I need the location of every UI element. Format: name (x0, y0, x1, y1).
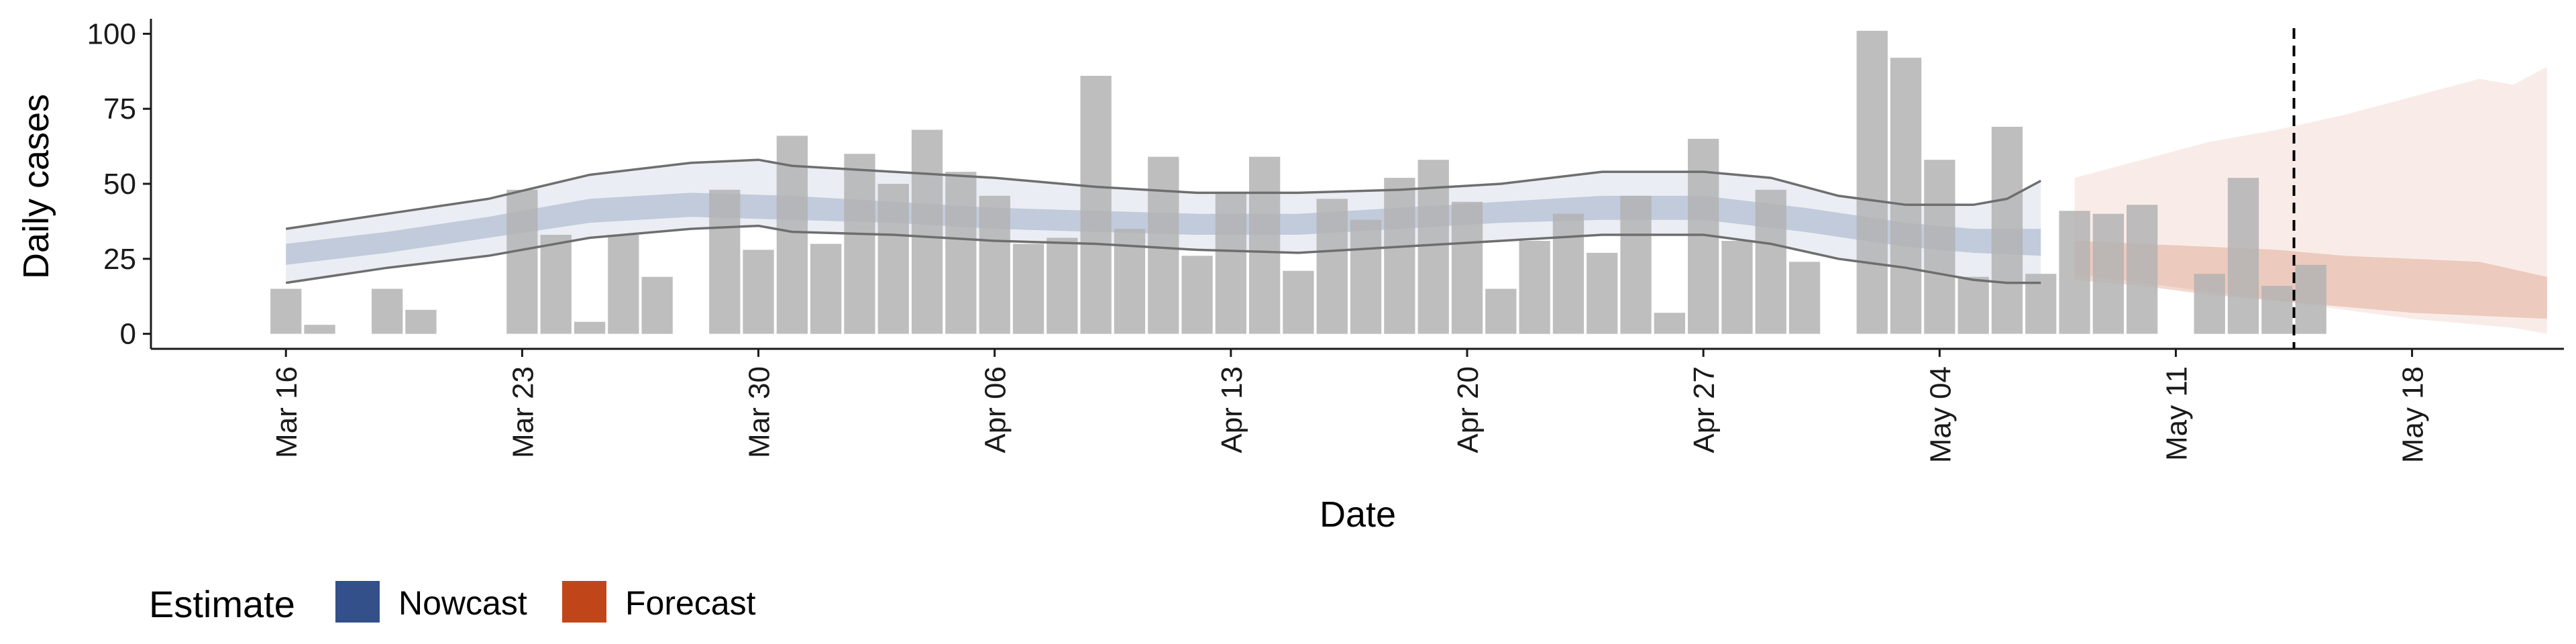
bar-16 (945, 172, 977, 334)
legend-swatch-nowcast (335, 581, 380, 623)
nowcast-upper-line (285, 158, 2042, 230)
bar-7 (608, 235, 639, 334)
bar-55 (2295, 264, 2326, 334)
bar-37 (1654, 313, 1685, 334)
bar-19 (1046, 237, 1078, 334)
bar-1 (304, 325, 335, 334)
bar-40 (1755, 189, 1786, 334)
y-tick-label-2: 50 (103, 168, 136, 201)
bar-15 (911, 129, 943, 334)
bar-13 (844, 154, 875, 334)
bar-26 (1283, 270, 1314, 334)
bar-11 (776, 136, 808, 334)
x-tick-label-9: May 18 (2397, 366, 2430, 463)
bar-42 (1856, 30, 1888, 334)
bar-41 (1788, 262, 1821, 334)
legend-title: Estimate (149, 583, 295, 625)
bar-2 (372, 288, 403, 334)
bar-5 (540, 235, 572, 334)
bar-10 (743, 250, 774, 334)
y-axis-title: Daily cases (16, 94, 56, 279)
bar-24 (1215, 193, 1246, 334)
legend-label-nowcast: Nowcast (398, 584, 527, 622)
bar-35 (1587, 252, 1618, 334)
bar-46 (1991, 127, 2023, 334)
bar-34 (1552, 213, 1585, 334)
bar-23 (1181, 256, 1213, 334)
bar-33 (1519, 241, 1550, 334)
bar-28 (1350, 219, 1382, 334)
bar-18 (1012, 244, 1044, 334)
bar-53 (2227, 178, 2259, 334)
bar-14 (877, 184, 909, 334)
bar-52 (2194, 274, 2225, 334)
plot-area (270, 28, 2547, 349)
bar-4 (506, 189, 538, 334)
bar-17 (979, 195, 1010, 334)
bar-31 (1451, 201, 1483, 334)
y-tick-label-0: 0 (120, 318, 136, 351)
x-tick-label-1: Mar 23 (506, 366, 539, 458)
x-tick-label-7: May 04 (1924, 366, 1957, 463)
x-tick-label-4: Apr 13 (1216, 366, 1248, 453)
bar-39 (1721, 241, 1753, 334)
legend-label-forecast: Forecast (625, 584, 756, 622)
bar-30 (1417, 160, 1449, 334)
y-tick-label-1: 25 (103, 243, 136, 276)
bar-44 (1924, 160, 1955, 334)
x-tick-label-0: Mar 16 (270, 366, 303, 458)
bar-48 (2059, 211, 2090, 334)
bar-3 (405, 309, 437, 334)
y-tick-label-3: 75 (103, 93, 136, 125)
bar-49 (2092, 213, 2124, 334)
bar-45 (1957, 276, 1989, 334)
bar-0 (270, 288, 302, 334)
bar-50 (2127, 205, 2158, 334)
bar-9 (709, 189, 741, 334)
bar-27 (1316, 199, 1348, 334)
bar-25 (1249, 156, 1281, 334)
bar-54 (2261, 286, 2293, 334)
bar-20 (1080, 76, 1112, 334)
x-tick-label-2: Mar 30 (743, 366, 776, 458)
bar-32 (1485, 288, 1517, 334)
nowcast-lower-line (285, 224, 2041, 284)
legend: Estimate Nowcast Forecast (149, 581, 756, 625)
x-tick-label-5: Apr 20 (1452, 366, 1485, 453)
axes: Daily cases Date 0 25 50 75 100 Mar 16 Mar 23 M… (16, 17, 2564, 535)
x-axis-title: Date (1320, 494, 1396, 535)
bar-43 (1890, 58, 1922, 334)
bar-6 (574, 321, 606, 334)
forecast-outer-band (2074, 66, 2547, 334)
bar-8 (641, 276, 673, 334)
y-tick-label-4: 100 (87, 17, 136, 50)
bar-36 (1620, 195, 1652, 334)
x-tick-label-3: Apr 06 (979, 366, 1012, 453)
bar-22 (1148, 156, 1179, 334)
x-tick-label-6: Apr 27 (1688, 366, 1721, 453)
x-tick-label-8: May 11 (2161, 366, 2194, 461)
bar-12 (810, 244, 842, 334)
bar-29 (1384, 178, 1415, 334)
legend-swatch-forecast (562, 581, 606, 623)
